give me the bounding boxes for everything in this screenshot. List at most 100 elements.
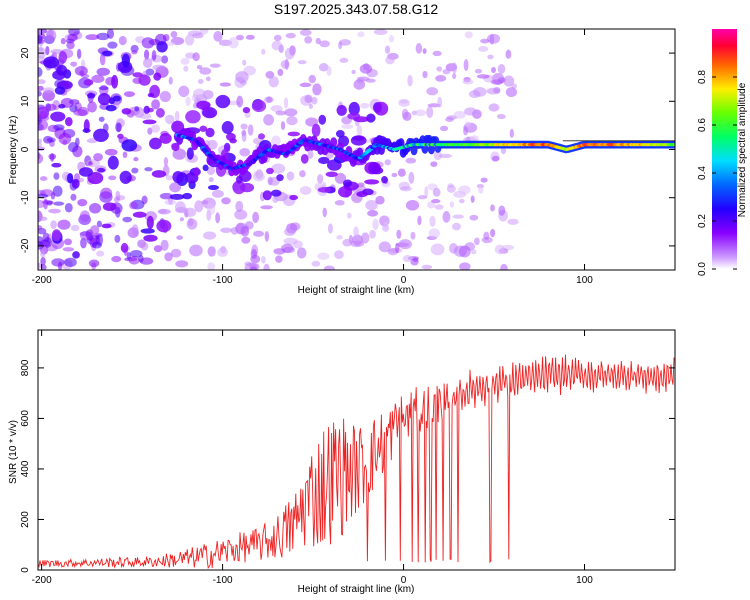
spectrogram-noise-blob xyxy=(129,250,143,258)
spectrogram-noise-blob xyxy=(438,153,453,159)
spectrogram-noise-blob xyxy=(451,222,461,231)
spectrogram-cluster-blob xyxy=(50,111,66,122)
spectrogram-noise-blob xyxy=(40,257,46,266)
spectrogram-noise-blob xyxy=(384,159,391,166)
spectrogram-noise-blob xyxy=(250,266,257,270)
spectrogram-noise-blob xyxy=(128,255,140,265)
spectrogram-cluster-blob xyxy=(58,103,66,109)
spectrogram-cluster-blob xyxy=(58,50,68,64)
spectrogram-noise-blob xyxy=(434,204,444,210)
spectrogram-cluster-blob xyxy=(374,101,389,116)
spectrogram-noise-blob xyxy=(373,29,388,35)
spectrogram-noise-blob xyxy=(297,60,307,65)
spectrogram-noise-blob xyxy=(286,115,298,126)
spectrogram-noise-blob xyxy=(398,99,410,107)
spectrogram-noise-blob xyxy=(159,91,171,103)
spectrogram-noise-blob xyxy=(141,37,155,49)
spectrogram-noise-blob xyxy=(53,201,65,206)
spectrogram-cluster-blob xyxy=(147,92,155,98)
spectrogram-noise-blob xyxy=(234,209,248,220)
spectrogram-cluster-blob xyxy=(143,234,158,242)
spectrogram-noise-blob xyxy=(422,48,427,55)
spectrogram-cluster-blob xyxy=(325,171,338,178)
spectrogram-noise-blob xyxy=(89,202,102,214)
spectrogram-noise-blob xyxy=(307,150,314,159)
spectrogram-cluster-blob xyxy=(132,72,143,78)
spectrogram-cluster-blob xyxy=(102,50,113,57)
spectrogram-cluster-blob xyxy=(143,105,150,114)
spectrogram-noise-blob xyxy=(70,193,77,201)
spectrogram-noise-blob xyxy=(76,48,82,60)
spectrogram-noise-blob xyxy=(151,50,157,61)
snr-xtick-label: -200 xyxy=(32,575,52,586)
spectrogram-cluster-blob xyxy=(121,139,138,152)
spectrogram-noise-blob xyxy=(280,60,290,69)
spectrogram-cluster-blob xyxy=(262,190,272,201)
spectrogram-noise-blob xyxy=(341,124,354,129)
spectrogram-noise-blob xyxy=(396,229,402,239)
spectrogram-cluster-blob xyxy=(368,162,381,174)
spec-xtick-label: -100 xyxy=(213,275,233,286)
spectrogram-noise-blob xyxy=(464,121,471,127)
spectrogram-noise-blob xyxy=(213,31,223,42)
spectrogram-noise-blob xyxy=(383,221,389,232)
spectrogram-noise-blob xyxy=(96,32,110,41)
spectrogram-noise-blob xyxy=(432,187,441,197)
snr-ylabel: SNR (10 * v/v) xyxy=(8,420,19,484)
spectrogram-cluster-blob xyxy=(338,186,353,198)
spectrogram-noise-blob xyxy=(193,88,206,101)
spectrogram-noise-blob xyxy=(458,185,471,195)
snr-ticks: -200 -100 0 100 0 200 400 600 800 xyxy=(20,330,675,586)
spectrogram-noise-blob xyxy=(131,167,139,174)
spectrogram-cluster-blob xyxy=(149,137,162,150)
spectrogram-noise-blob xyxy=(308,74,316,84)
spectrogram-cluster-blob xyxy=(121,108,132,115)
spectrogram-noise-blob xyxy=(252,172,265,182)
spectrogram-noise-blob xyxy=(244,112,251,118)
snr-layer xyxy=(38,354,675,569)
spectrogram-noise-blob xyxy=(247,124,254,136)
spectrogram-noise-blob xyxy=(172,148,187,160)
spectrogram-noise-blob xyxy=(242,59,247,66)
spectrogram-noise-blob xyxy=(235,222,246,235)
spectrogram-noise-blob xyxy=(38,46,44,52)
spectrogram-noise-blob xyxy=(284,108,298,117)
spectrogram-noise-blob xyxy=(414,109,427,117)
spec-ytick-label: 0 xyxy=(20,146,31,152)
spectrogram-cluster-blob xyxy=(257,133,266,140)
spectrogram-noise-blob xyxy=(96,220,102,228)
spectrogram-noise-blob xyxy=(158,208,167,215)
spectrogram-noise-blob xyxy=(260,205,273,210)
spectrogram-cluster-blob xyxy=(107,155,119,170)
spectrogram-cluster-blob xyxy=(117,133,124,139)
spectrogram-noise-blob xyxy=(153,245,163,253)
spectrogram-ylabel: Frequency (Hz) xyxy=(8,116,19,185)
spectrogram-noise-blob xyxy=(311,96,318,105)
spectrogram-noise-blob xyxy=(365,199,378,211)
colorbar-gradient xyxy=(712,29,737,269)
spectrogram-cluster-blob xyxy=(276,174,284,182)
spectrogram-noise-blob xyxy=(273,34,282,42)
spectrogram-noise-blob xyxy=(317,252,330,260)
spectrogram-noise-blob xyxy=(304,36,313,44)
spectrogram-noise-blob xyxy=(133,156,139,162)
spectrogram-cluster-blob xyxy=(132,211,147,218)
spectrogram-noise-blob xyxy=(250,254,261,264)
spectrogram-cluster-blob xyxy=(172,171,184,184)
spectrogram-cluster-blob xyxy=(78,167,93,177)
spectrogram-noise-blob xyxy=(215,212,221,224)
colorbar-tick-label: 0.4 xyxy=(697,166,708,180)
spectrogram-noise-blob xyxy=(104,148,118,156)
spec-ytick-label: 20 xyxy=(20,47,31,59)
spectrogram-noise-blob xyxy=(241,236,251,244)
snr-ytick-label: 400 xyxy=(20,460,31,477)
spectrogram-noise-blob xyxy=(66,41,75,50)
spectrogram-noise-blob xyxy=(52,185,63,197)
spectrogram-noise-blob xyxy=(42,87,55,94)
spectrogram-noise-blob xyxy=(91,74,105,84)
spectrogram-noise-blob xyxy=(40,250,46,258)
spectrogram-noise-blob xyxy=(79,210,90,222)
spectrogram-noise-blob xyxy=(415,43,423,54)
